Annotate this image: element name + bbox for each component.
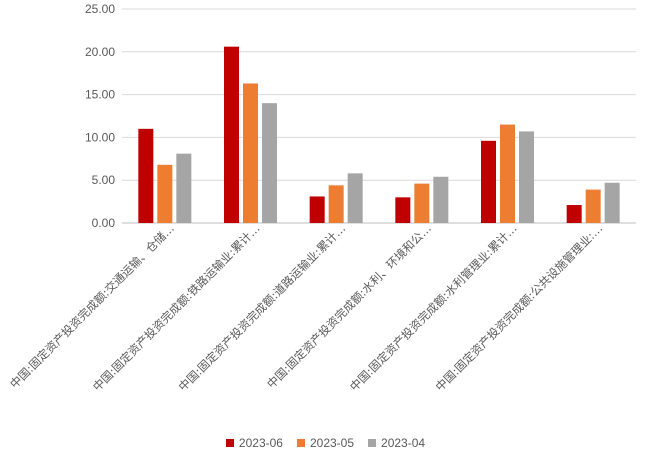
bar-2023-05-5 — [585, 189, 601, 223]
bar-2023-06-2 — [309, 196, 325, 223]
bar-2023-04-5 — [604, 182, 620, 223]
legend-swatch — [296, 439, 305, 447]
y-tick-label: 15.00 — [85, 88, 115, 102]
y-tick-label: 5.00 — [92, 173, 116, 187]
bar-2023-04-1 — [262, 103, 277, 223]
y-axis-ticks: 0.00 5.00 10.00 15.00 20.00 25.00 — [85, 2, 115, 230]
x-category-label: 中国:固定资产投资完成额:水利管理业:累计… — [347, 221, 520, 394]
legend-label: 2023-06 — [238, 436, 283, 450]
bar-2023-06-0 — [138, 128, 154, 223]
bar-2023-05-0 — [157, 164, 173, 223]
bar-2023-06-5 — [566, 205, 582, 223]
bar-2023-05-4 — [500, 124, 515, 223]
bar-2023-06-3 — [395, 197, 411, 223]
legend-item: 2023-06 — [225, 436, 283, 450]
x-category-label: 中国:固定资产投资完成额:水利、环境和公… — [264, 221, 434, 391]
bar-2023-05-3 — [414, 183, 430, 223]
y-tick-label: 25.00 — [85, 2, 115, 16]
legend-label: 2023-04 — [381, 436, 426, 450]
bar-2023-04-2 — [347, 173, 363, 223]
legend-item: 2023-04 — [368, 436, 425, 450]
bar-2023-06-4 — [481, 140, 496, 223]
x-category-label: 中国:固定资产投资完成额:道路运输业:累计… — [176, 221, 349, 394]
bar-2023-04-4 — [519, 131, 534, 223]
legend: 2023-06 2023-05 2023-04 — [0, 434, 651, 452]
bar-2023-04-0 — [176, 153, 192, 223]
gridlines — [122, 8, 636, 224]
x-category-label: 中国:固定资产投资完成额:铁路运输业:累计… — [90, 221, 263, 394]
bar-2023-04-3 — [433, 176, 449, 223]
bars — [138, 46, 620, 223]
bar-2023-05-2 — [328, 185, 344, 223]
x-category-label: 中国:固定资产投资完成额:交通运输、仓储… — [7, 221, 177, 391]
y-tick-label: 0.00 — [92, 216, 116, 230]
x-axis-labels: 中国:固定资产投资完成额:交通运输、仓储…中国:固定资产投资完成额:铁路运输业:… — [7, 221, 605, 394]
bar-2023-05-1 — [243, 83, 258, 223]
y-tick-label: 10.00 — [85, 130, 115, 144]
bar-2023-06-1 — [224, 46, 239, 223]
legend-label: 2023-05 — [309, 436, 355, 450]
legend-swatch — [225, 439, 234, 447]
legend-item: 2023-05 — [296, 436, 355, 450]
x-category-label: 中国:固定资产投资完成额:公共设施管理业:… — [433, 221, 606, 394]
legend-swatch — [368, 439, 377, 447]
y-tick-label: 20.00 — [85, 45, 115, 59]
bar-chart: 0.00 5.00 10.00 15.00 20.00 25.00 中国:固定资产投资完成… — [7, 2, 636, 394]
